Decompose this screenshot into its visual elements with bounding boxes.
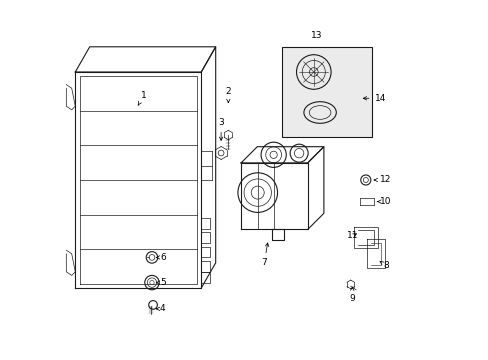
Text: 7: 7 [261, 243, 268, 267]
Text: 6: 6 [156, 253, 165, 262]
Text: 13: 13 [310, 31, 322, 40]
Text: 5: 5 [156, 278, 165, 287]
Text: 12: 12 [373, 175, 391, 184]
Text: 3: 3 [218, 118, 224, 140]
Text: 10: 10 [377, 197, 391, 206]
Text: 4: 4 [156, 305, 165, 313]
Bar [282, 47, 371, 137]
Text: 14: 14 [363, 94, 385, 103]
Text: 9: 9 [348, 287, 354, 303]
Text: 8: 8 [379, 261, 388, 270]
Text: 1: 1 [138, 91, 146, 105]
Text: 11: 11 [346, 231, 358, 240]
Text: 2: 2 [225, 87, 231, 103]
